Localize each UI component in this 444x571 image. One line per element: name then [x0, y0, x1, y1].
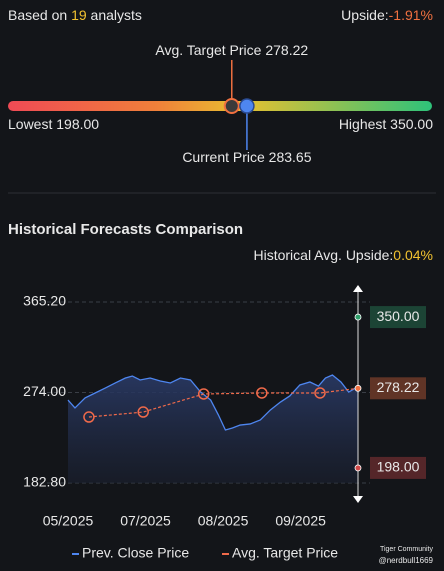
lowest-label: Lowest 198.00 — [8, 116, 99, 132]
range-label: 350.00 — [377, 308, 420, 324]
highest-label: Highest 350.00 — [339, 116, 433, 132]
target-point — [83, 411, 95, 423]
target-point — [256, 387, 268, 399]
target-point — [137, 406, 149, 418]
range-box — [370, 456, 426, 479]
x-tick-label: 07/2025 — [120, 513, 171, 529]
target-point — [197, 388, 210, 400]
chart-subtitle: Historical Avg. Upside:0.04% — [253, 247, 433, 263]
chart-title: Historical Forecasts Comparison — [8, 221, 243, 238]
current-marker — [239, 98, 255, 114]
range-dot — [354, 464, 362, 472]
text-part: Highest — [339, 116, 387, 132]
text-part: Avg. Target Price — [155, 42, 261, 58]
legend-label: Avg. Target Price — [232, 545, 338, 561]
text-part: 283.65 — [269, 149, 312, 165]
range-box — [370, 306, 426, 329]
gauge-bar — [8, 101, 432, 111]
range-bottom — [353, 496, 363, 503]
close-area — [68, 375, 358, 483]
text-part: Lowest — [8, 116, 52, 132]
watermark: Tiger Community — [380, 546, 434, 553]
target-line — [88, 387, 359, 418]
target-point — [314, 387, 326, 399]
y-tick-label: 182.80 — [23, 474, 66, 490]
upside-text: Upside:-1.91% — [341, 7, 433, 23]
text-part: 350.00 — [390, 116, 433, 132]
range-box — [370, 377, 426, 400]
legend-label: Prev. Close Price — [82, 545, 189, 561]
range-label: 278.22 — [377, 379, 420, 395]
range-top — [353, 285, 363, 292]
range-dot — [354, 313, 362, 321]
y-tick-label: 365.20 — [23, 293, 66, 309]
text-part: 278.22 — [265, 42, 308, 58]
text-part: 198.00 — [56, 116, 99, 132]
range-dot — [354, 384, 362, 392]
target-marker — [223, 98, 240, 114]
x-tick-label: 09/2025 — [275, 513, 326, 529]
x-tick-label: 05/2025 — [43, 513, 94, 529]
target-label: Avg. Target Price 278.22 — [155, 42, 308, 58]
watermark-user: @nerdbull1669 — [379, 556, 434, 565]
range-label: 198.00 — [377, 459, 420, 475]
current-label: Current Price 283.65 — [182, 149, 311, 165]
text-part: Current Price — [182, 149, 265, 165]
analysts-text: Based on 19 analysts — [8, 7, 142, 23]
close-line — [67, 374, 359, 431]
x-tick-label: 08/2025 — [198, 513, 249, 529]
y-tick-label: 274.00 — [23, 383, 66, 399]
